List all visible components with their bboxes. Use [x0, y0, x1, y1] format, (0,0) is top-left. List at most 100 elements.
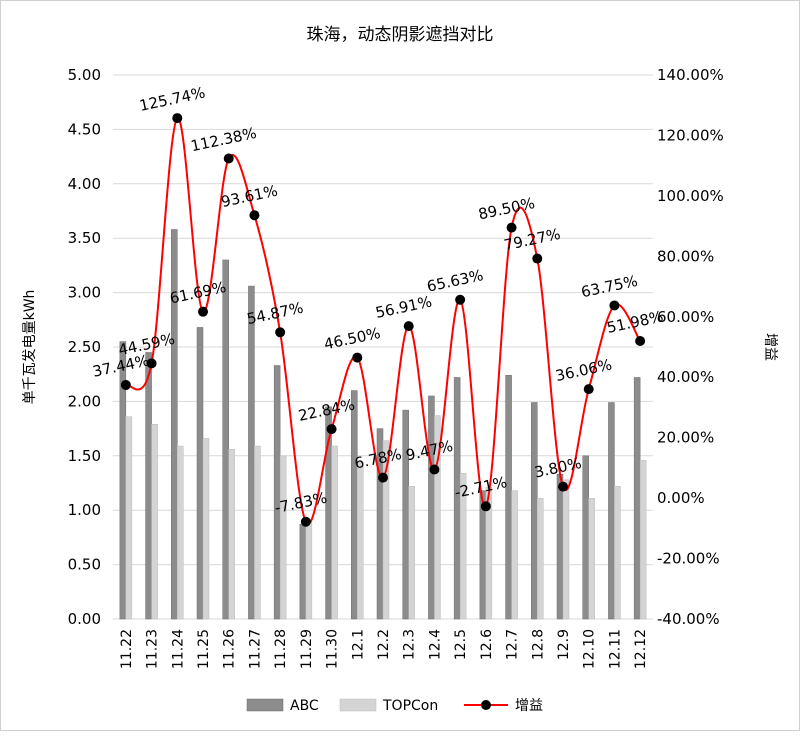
x-tick-label: 11.25: [196, 629, 212, 669]
y-tick-label: 0.00: [68, 610, 101, 628]
y2-tick-label: 120.00%: [657, 126, 724, 144]
x-tick-label: 12.11: [607, 629, 623, 669]
bar-topcon: [408, 486, 415, 620]
chart-title: 珠海，动态阴影遮挡对比: [307, 25, 494, 45]
bar-abc: [222, 259, 229, 620]
legend-swatch-abc: [246, 698, 284, 712]
bar-abc: [196, 327, 204, 620]
bar-abc: [145, 352, 152, 620]
x-tick-label: 12.1: [350, 629, 366, 660]
gain-marker: [609, 300, 620, 311]
right-axis-ticks: -40.00% -20.00% 0.00% 20.00% 40.00% 60.00% 80.…: [657, 66, 724, 628]
y2-tick-label: -40.00%: [657, 610, 720, 628]
y2-tick-label: 0.00%: [657, 489, 705, 507]
bar-abc: [505, 375, 512, 620]
gain-series: [120, 113, 646, 527]
x-tick-label: 11.24: [170, 629, 186, 669]
bar-abc: [273, 365, 281, 620]
bar-topcon: [279, 455, 287, 620]
y2-axis-title: 增益: [762, 333, 778, 361]
y-tick-label: 2.00: [68, 392, 101, 410]
bar-topcon: [614, 486, 621, 620]
y-tick-label: 1.00: [68, 501, 101, 519]
bar-topcon: [202, 438, 210, 620]
gain-marker: [300, 516, 311, 527]
gain-marker: [120, 379, 131, 390]
bar-abc: [556, 474, 564, 620]
x-tick-label: 11.26: [222, 629, 238, 669]
y-tick-label: 1.50: [68, 447, 101, 465]
x-tick-label: 11.30: [325, 629, 341, 669]
bar-abc: [531, 402, 538, 620]
legend-label-abc: ABC: [290, 698, 319, 714]
y-tick-label: 0.50: [68, 556, 101, 574]
x-tick-label: 12.5: [453, 629, 469, 660]
y-tick-label: 4.00: [68, 175, 101, 193]
legend-swatch-topcon: [339, 698, 377, 712]
gain-marker: [146, 358, 157, 369]
gain-marker: [403, 321, 414, 332]
y2-tick-label: 60.00%: [657, 308, 714, 326]
gain-marker: [532, 253, 543, 264]
y2-tick-label: 100.00%: [657, 187, 724, 205]
x-tick-label: 12.8: [530, 629, 546, 660]
x-tick-label: 12.2: [376, 629, 392, 660]
bar-abc: [171, 229, 178, 620]
bar-topcon: [511, 490, 518, 620]
gain-marker: [198, 306, 208, 317]
y-tick-label: 4.50: [68, 120, 101, 138]
bar-abc: [248, 285, 255, 620]
bar-topcon: [151, 423, 158, 620]
x-tick-label: 12.9: [556, 629, 572, 660]
x-tick-label: 12.12: [633, 629, 649, 669]
gain-marker: [326, 424, 337, 435]
bar-topcon: [228, 449, 235, 620]
bars: [119, 229, 647, 620]
bar-abc: [582, 455, 589, 620]
x-tick-label: 12.4: [427, 629, 443, 660]
bar-topcon: [177, 445, 184, 620]
x-tick-label: 11.23: [145, 629, 161, 669]
bar-topcon: [588, 497, 595, 620]
gain-marker: [223, 153, 234, 164]
gain-marker: [558, 481, 568, 492]
x-axis-ticks: 11.22 11.23 11.24 11.25 11.26 11.27 11.28 11.29…: [119, 629, 649, 669]
legend: ABC TOPCon 增益: [246, 698, 543, 714]
left-axis-ticks: 0.00 0.50 1.00 1.50 2.00 2.50 3.00 3.50 4.00 4.50…: [68, 66, 101, 628]
x-tick-label: 12.6: [479, 629, 495, 660]
bar-topcon: [562, 479, 570, 620]
bar-topcon: [125, 416, 133, 620]
bar-topcon: [254, 445, 261, 620]
y2-tick-label: -20.00%: [657, 550, 720, 568]
gain-marker: [249, 210, 260, 221]
gain-marker: [455, 294, 466, 305]
y2-tick-label: 20.00%: [657, 429, 714, 447]
bar-abc: [299, 524, 307, 620]
x-tick-label: 11.22: [119, 629, 135, 669]
bar-abc: [428, 395, 435, 620]
x-tick-label: 12.10: [582, 629, 598, 669]
x-tick-label: 11.29: [299, 629, 315, 669]
bar-topcon: [305, 521, 313, 620]
gain-marker: [506, 222, 517, 233]
legend-label-topcon: TOPCon: [382, 698, 438, 714]
y-tick-label: 3.50: [68, 229, 101, 247]
bar-topcon: [459, 472, 467, 620]
bar-topcon: [639, 459, 647, 620]
bar-topcon: [382, 440, 390, 620]
bar-abc: [633, 377, 641, 620]
x-tick-label: 11.27: [247, 629, 263, 669]
y-tick-label: 3.00: [68, 284, 101, 302]
bar-abc: [608, 402, 615, 620]
gain-marker: [172, 113, 183, 124]
gain-marker: [480, 501, 491, 512]
bar-topcon: [537, 497, 544, 620]
bar-abc: [351, 390, 358, 620]
bar-abc: [402, 409, 409, 620]
bar-topcon: [357, 462, 364, 620]
x-tick-label: 12.3: [402, 629, 418, 660]
gain-marker: [352, 352, 363, 363]
gain-line: [125, 117, 642, 525]
